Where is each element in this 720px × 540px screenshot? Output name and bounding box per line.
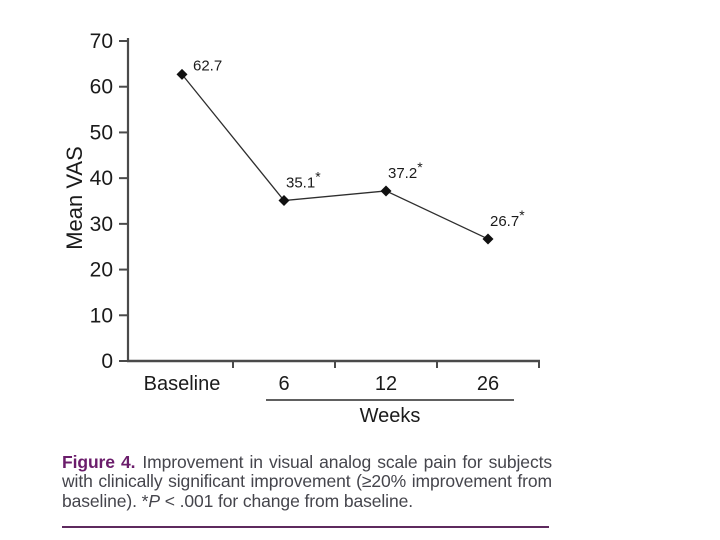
y-tick-label: 50 [90, 121, 113, 144]
data-point-label: 26.7* [490, 207, 525, 230]
significance-asterisk: * [519, 207, 525, 223]
data-point-marker [380, 185, 392, 197]
data-point-marker [482, 233, 494, 245]
significance-asterisk: * [315, 169, 321, 185]
significance-asterisk: * [417, 159, 423, 175]
figure-caption-body: Improvement in visual analog scale pain … [62, 452, 553, 511]
x-tick-label: Baseline [144, 373, 221, 395]
y-tick-label: 60 [90, 76, 113, 99]
figure-caption: Figure 4. Improvement in visual analog sc… [62, 452, 553, 511]
x-tick-label: 26 [477, 373, 499, 395]
x-tick-label: 12 [375, 373, 397, 395]
y-tick-label: 20 [90, 259, 113, 282]
y-tick-label: 40 [90, 167, 113, 190]
data-point-marker [278, 195, 290, 207]
data-point-label: 37.2* [388, 159, 423, 182]
figure-caption-p: P [148, 490, 160, 511]
figure-caption-label: Figure 4. [62, 452, 136, 472]
data-line [181, 73, 489, 240]
data-point-label: 62.7 [193, 57, 222, 74]
y-axis-title: Mean VAS [62, 146, 87, 250]
y-tick-label: 70 [90, 30, 113, 53]
data-point-marker [176, 68, 188, 80]
y-tick-label: 0 [101, 350, 113, 373]
caption-divider [62, 526, 549, 528]
x-tick-label: 6 [278, 373, 289, 395]
y-tick-label: 10 [90, 304, 113, 327]
data-point-label: 35.1* [286, 169, 321, 192]
vas-line-chart: 0 10 20 30 40 50 60 70 Mean VAS Baseline 6 12 26 Week… [62, 30, 540, 427]
figure-caption-tail: < .001 for change from baseline. [159, 490, 413, 511]
x-axis-title: Weeks [360, 405, 421, 427]
y-tick-label: 30 [90, 213, 113, 236]
